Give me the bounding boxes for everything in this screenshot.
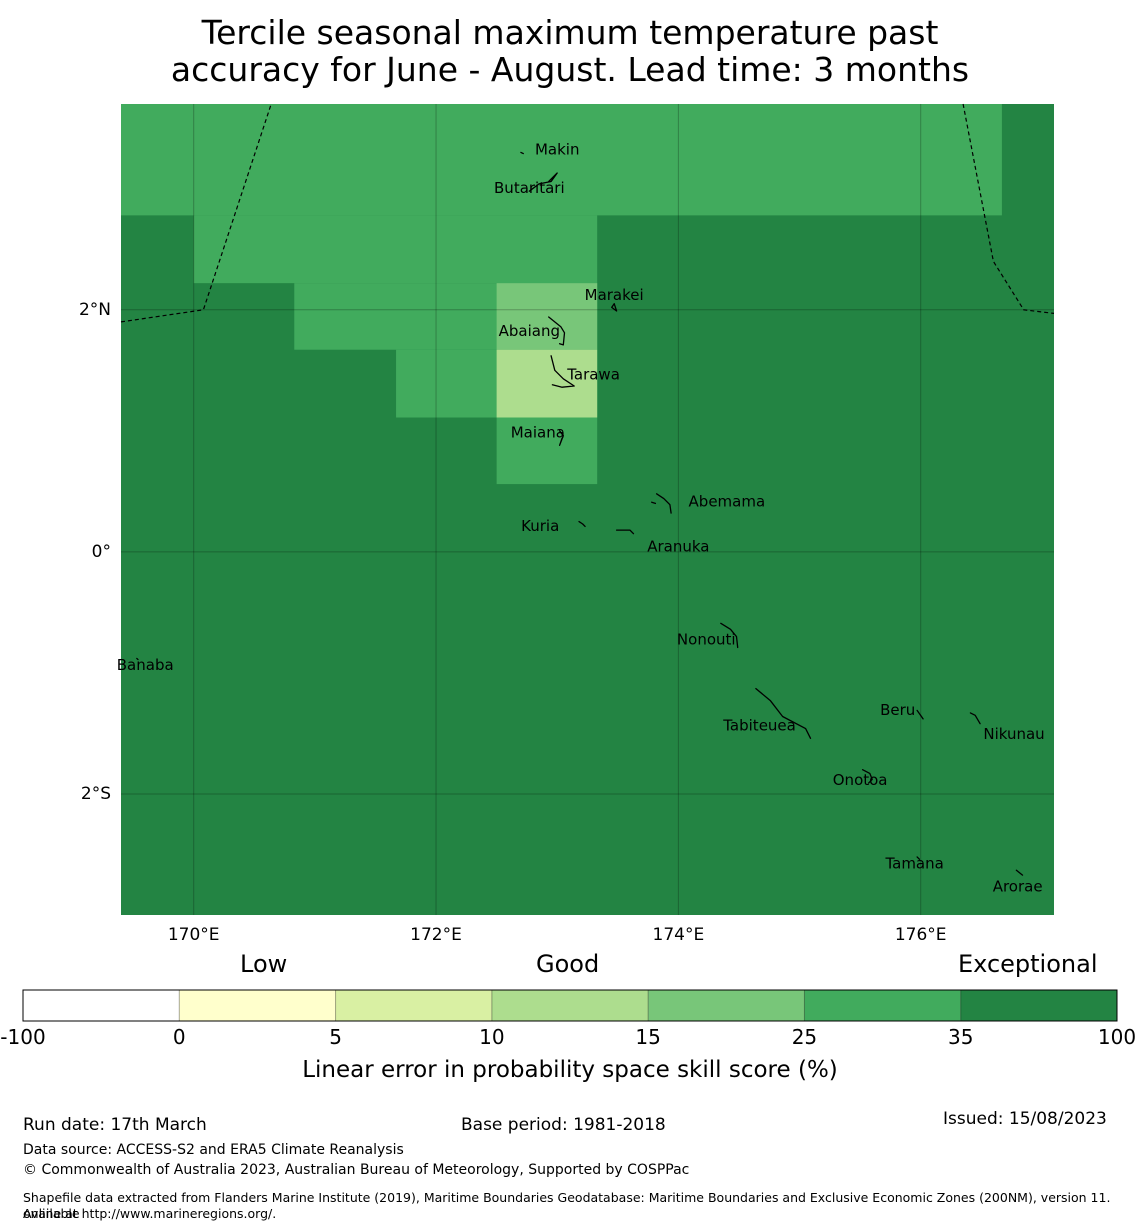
island-label-abaiang: Abaiang bbox=[499, 322, 560, 340]
island-label-banaba: Banaba bbox=[117, 656, 174, 674]
colorbar-tick-label: 35 bbox=[948, 1025, 973, 1049]
lon-tick-label: 170°E bbox=[168, 925, 220, 945]
colorbar-tick-label: -100 bbox=[0, 1025, 45, 1049]
colorbar-bin bbox=[335, 990, 492, 1021]
lon-tick-label: 176°E bbox=[895, 925, 947, 945]
island-outline bbox=[755, 687, 812, 739]
issued-date: Issued: 15/08/2023 bbox=[943, 1109, 1107, 1129]
island-label-tarawa: Tarawa bbox=[566, 366, 620, 384]
island-label-tabiteuea: Tabiteuea bbox=[722, 717, 796, 735]
island-outline bbox=[578, 520, 586, 528]
eez-boundary bbox=[962, 103, 1055, 314]
skill-cell bbox=[121, 104, 1002, 216]
island-outline bbox=[655, 493, 672, 514]
skill-cell bbox=[496, 283, 598, 350]
island-outline bbox=[528, 172, 558, 192]
colorbar-bin bbox=[179, 990, 336, 1021]
island-outline bbox=[548, 316, 566, 346]
island-label-makin: Makin bbox=[535, 140, 580, 158]
skill-cell bbox=[496, 417, 598, 485]
shapefile-credit-line-2: online at http://www.marineregions.org/. bbox=[23, 1206, 277, 1221]
island-label-nikunau: Nikunau bbox=[983, 725, 1044, 743]
island-outline bbox=[520, 151, 524, 155]
colorbar-bin bbox=[491, 990, 649, 1021]
colorbar-tick-label: 0 bbox=[173, 1025, 186, 1049]
island-label-arorae: Arorae bbox=[993, 878, 1043, 896]
island-outline bbox=[558, 430, 564, 446]
colorbar-tick-label: 25 bbox=[792, 1025, 817, 1049]
run-date: Run date: 17th March bbox=[23, 1115, 207, 1135]
island-outline bbox=[969, 712, 981, 725]
island-label-nonouti: Nonouti bbox=[677, 631, 736, 649]
map-title-line-1: Tercile seasonal maximum temperature pas… bbox=[201, 13, 939, 52]
island-label-aranuka: Aranuka bbox=[647, 538, 709, 556]
island-outline bbox=[720, 622, 739, 649]
base-period: Base period: 1981-2018 bbox=[461, 1115, 666, 1135]
island-label-kuria: Kuria bbox=[521, 517, 559, 535]
lat-tick-label: 0° bbox=[92, 542, 111, 562]
colorbar: -100 0 5 10 15 25 35 100 Linear error in probabi… bbox=[0, 989, 1136, 1083]
eez-boundary bbox=[120, 103, 272, 323]
lon-tick-label: 172°E bbox=[410, 925, 462, 945]
lon-tick-label: 174°E bbox=[653, 925, 705, 945]
colorbar-category-good: Good bbox=[536, 950, 600, 978]
shapefile-credit-line-1: Shapefile data extracted from Flanders M… bbox=[23, 1190, 1111, 1221]
lat-tick-label: 2°N bbox=[79, 300, 111, 320]
data-source: Data source: ACCESS-S2 and ERA5 Climate … bbox=[23, 1142, 404, 1158]
copyright-notice: © Commonwealth of Australia 2023, Austra… bbox=[23, 1162, 690, 1178]
map-layer: Makin Butaritari Marakei Abaiang Tarawa Maian… bbox=[79, 103, 1055, 945]
island-label-maiana: Maiana bbox=[511, 424, 565, 442]
colorbar-bin bbox=[960, 990, 1117, 1021]
island-outline bbox=[916, 709, 924, 720]
skill-cell bbox=[193, 215, 598, 284]
island-outline bbox=[916, 856, 921, 860]
colorbar-tick-label: 15 bbox=[635, 1025, 660, 1049]
island-outline bbox=[651, 501, 657, 505]
island-outline bbox=[550, 355, 575, 388]
lat-tick-label: 2°S bbox=[81, 784, 111, 804]
colorbar-tick-label: 100 bbox=[1098, 1025, 1136, 1049]
island-outline bbox=[1015, 869, 1024, 876]
island-label-tamana: Tamana bbox=[884, 855, 943, 873]
colorbar-bin bbox=[804, 990, 961, 1021]
island-label-beru: Beru bbox=[880, 701, 915, 719]
island-outline bbox=[611, 303, 618, 312]
colorbar-category-low: Low bbox=[240, 950, 288, 978]
island-outline bbox=[861, 769, 873, 784]
island-outline bbox=[615, 529, 635, 535]
colorbar-category-exceptional: Exceptional bbox=[958, 950, 1098, 978]
map-title-line-2: accuracy for June - August. Lead time: 3… bbox=[170, 50, 970, 89]
colorbar-bin bbox=[648, 990, 805, 1021]
island-outline bbox=[136, 657, 139, 661]
island-label-butaritari: Butaritari bbox=[494, 179, 565, 197]
colorbar-tick-label: 5 bbox=[329, 1025, 342, 1049]
skill-cell bbox=[496, 349, 598, 418]
colorbar-frame bbox=[22, 989, 1118, 1022]
colorbar-tick-label: 10 bbox=[479, 1025, 504, 1049]
colorbar-axis-label: Linear error in probability space skill … bbox=[302, 1057, 838, 1083]
island-label-onotoa: Onotoa bbox=[833, 771, 888, 789]
map-figure: Makin Butaritari Marakei Abaiang Tarawa Maian… bbox=[0, 103, 1136, 1083]
colorbar-bin bbox=[23, 990, 180, 1021]
island-label-abemama: Abemama bbox=[689, 493, 766, 511]
island-label-marakei: Marakei bbox=[585, 286, 644, 304]
